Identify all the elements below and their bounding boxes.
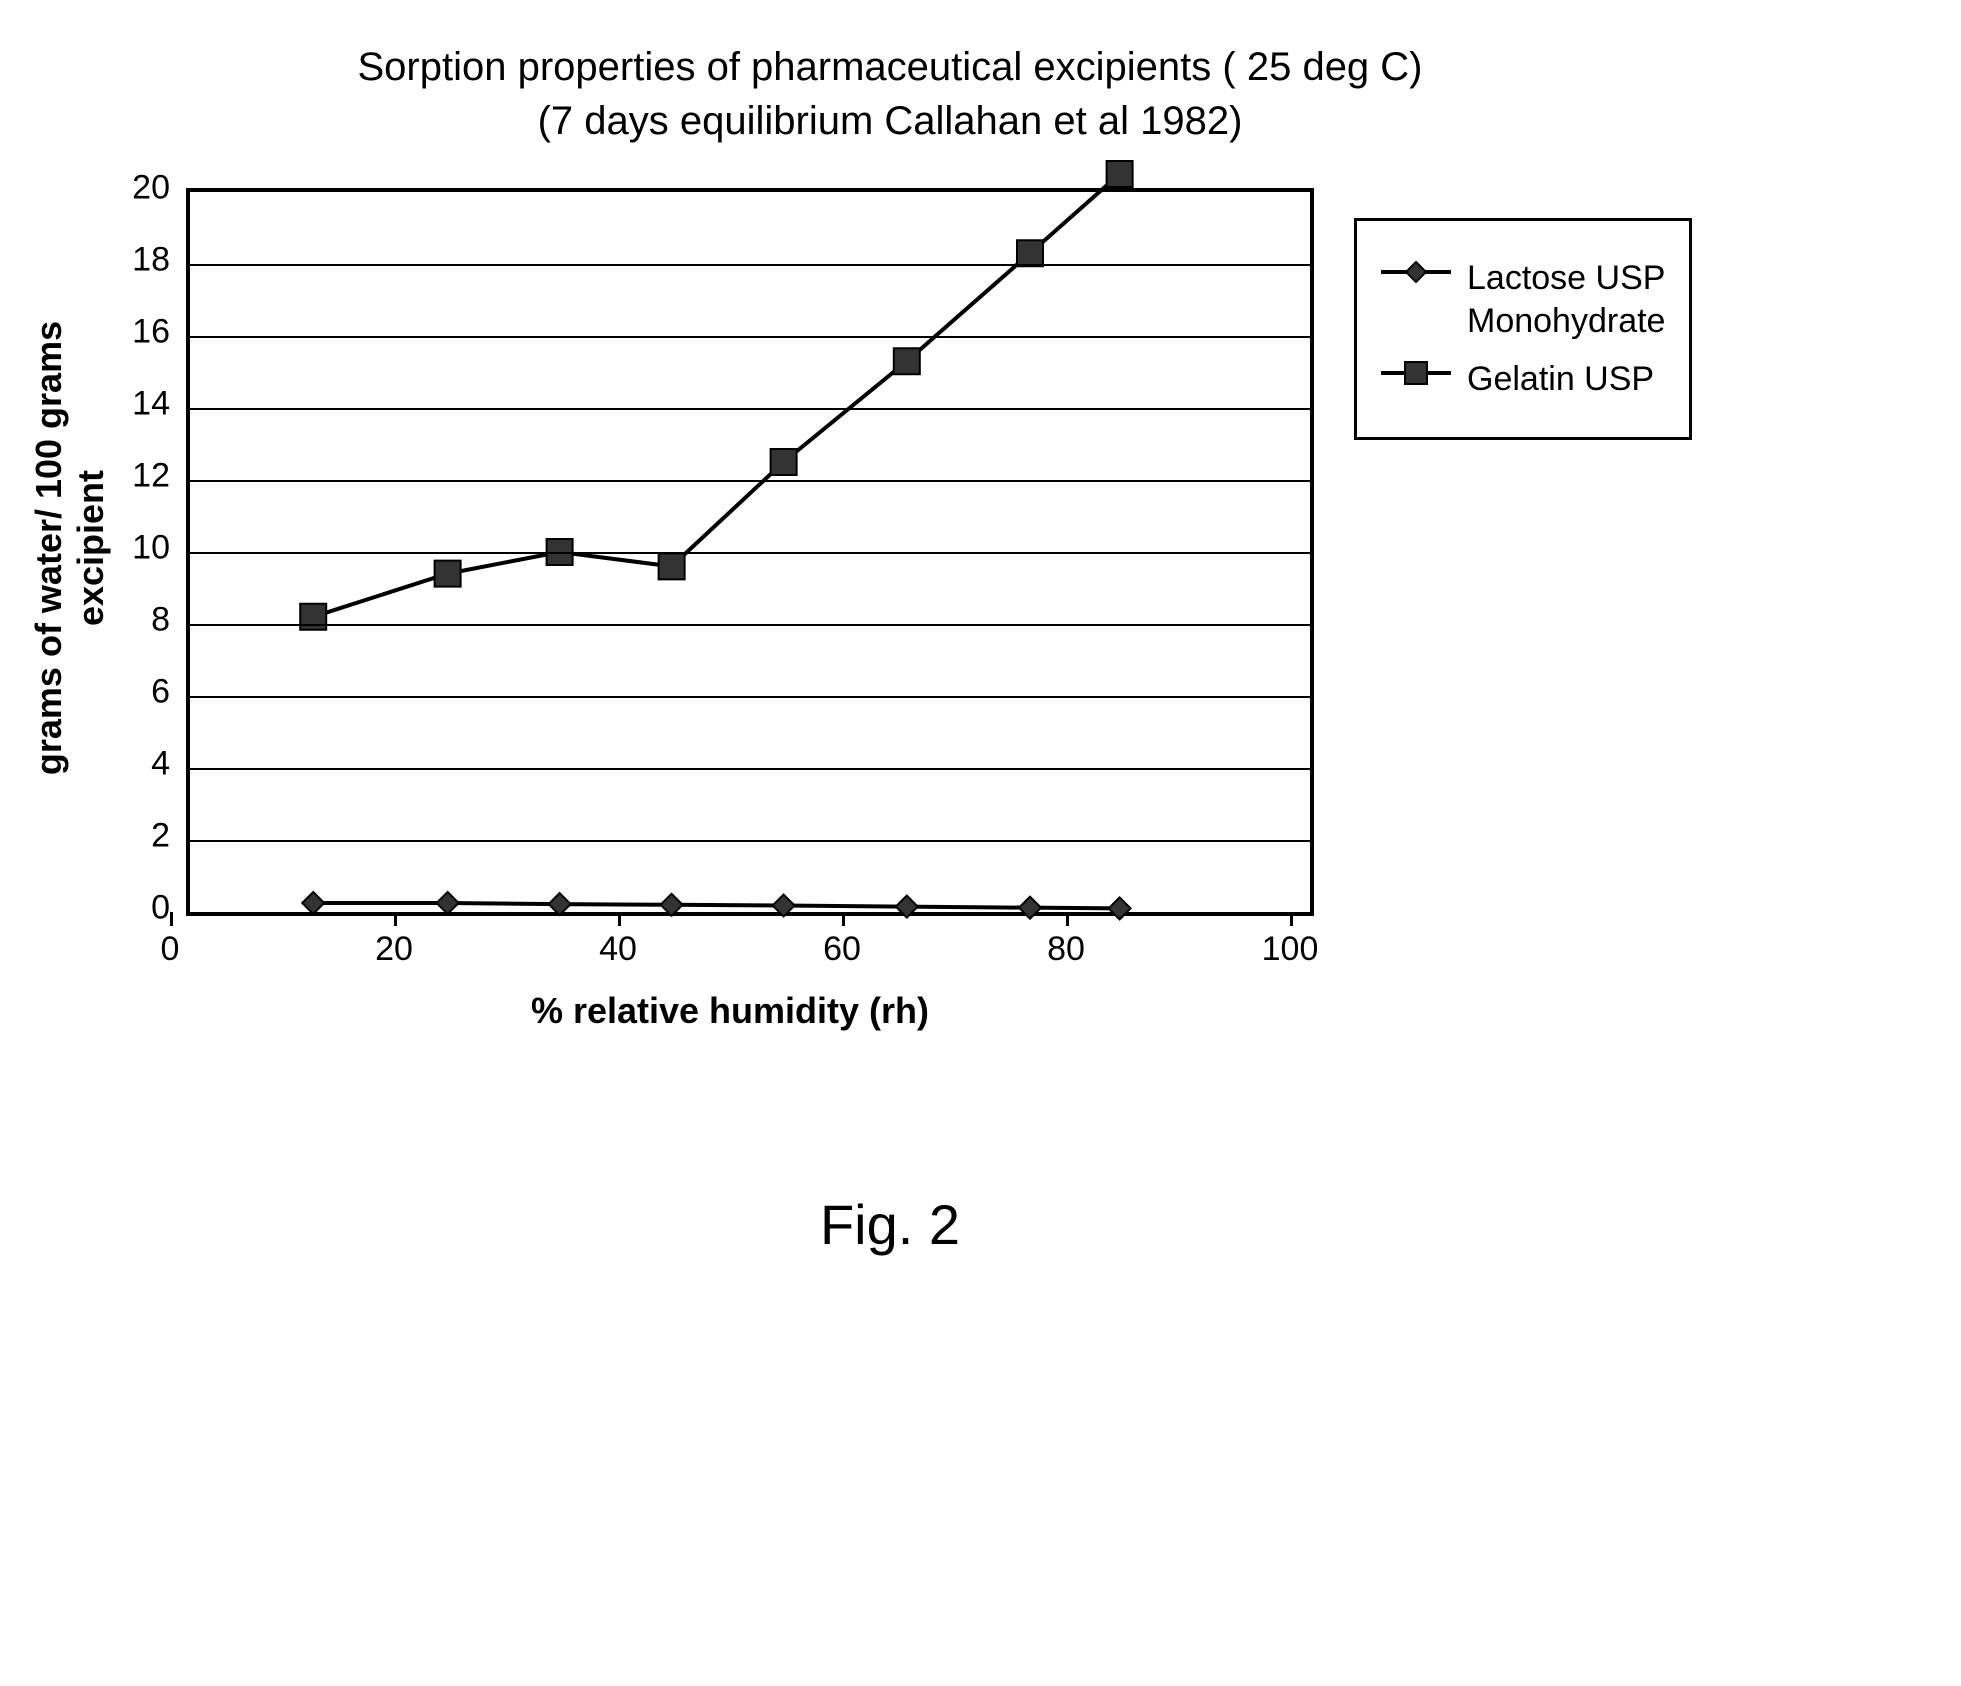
square-icon bbox=[1401, 358, 1431, 388]
page: Sorption properties of pharmaceutical ex… bbox=[40, 40, 1920, 1640]
x-tick-label: 40 bbox=[599, 930, 637, 969]
square-marker bbox=[771, 449, 797, 475]
plot-wrap: 02468101214161820 bbox=[100, 188, 1314, 916]
chart-row: grams of water/ 100 grams excipient 0 2 4 6… bbox=[40, 188, 1920, 1032]
x-tick-mark bbox=[170, 912, 173, 926]
x-tick-label: 20 bbox=[375, 930, 413, 969]
chart-title: Sorption properties of pharmaceutical ex… bbox=[140, 40, 1640, 148]
diamond-marker bbox=[773, 895, 795, 917]
diamond-icon bbox=[1401, 257, 1431, 287]
gridline bbox=[190, 480, 1310, 482]
diamond-marker bbox=[302, 892, 324, 914]
series-line bbox=[313, 174, 1119, 617]
y-tick-label: 12 bbox=[132, 457, 170, 496]
x-tick-mark bbox=[1066, 912, 1069, 926]
x-axis-ticks: 020406080100 bbox=[170, 916, 1298, 962]
y-tick-label: 4 bbox=[151, 745, 170, 784]
y-tick-label: 16 bbox=[132, 313, 170, 352]
y-tick-label: 0 bbox=[151, 889, 170, 928]
legend-swatch bbox=[1381, 358, 1451, 388]
square-marker bbox=[894, 348, 920, 374]
square-marker bbox=[1107, 161, 1133, 187]
y-tick-label: 10 bbox=[132, 529, 170, 568]
y-tick-label: 8 bbox=[151, 601, 170, 640]
x-tick-label: 100 bbox=[1262, 930, 1319, 969]
gridline bbox=[190, 768, 1310, 770]
y-axis-ticks: 02468101214161820 bbox=[100, 188, 186, 908]
x-axis-label: % relative humidity (rh) bbox=[170, 990, 1290, 1032]
x-tick-label: 60 bbox=[823, 930, 861, 969]
series-line bbox=[313, 903, 1119, 908]
diamond-marker bbox=[437, 892, 459, 914]
chart-title-line2: (7 days equilibrium Callahan et al 1982) bbox=[140, 94, 1640, 148]
plot-area bbox=[186, 188, 1314, 916]
diamond-marker bbox=[661, 894, 683, 916]
y-axis-label-line1: grams of water/ 100 grams bbox=[28, 321, 69, 775]
legend-item: Lactose USPMonohydrate bbox=[1381, 257, 1665, 342]
gridline bbox=[190, 696, 1310, 698]
legend: Lactose USPMonohydrate Gelatin USP bbox=[1354, 218, 1692, 440]
gridline bbox=[190, 408, 1310, 410]
square-marker bbox=[1017, 240, 1043, 266]
square-marker bbox=[435, 561, 461, 587]
y-tick-label: 20 bbox=[132, 169, 170, 208]
legend-swatch bbox=[1381, 257, 1451, 287]
gridline bbox=[190, 840, 1310, 842]
x-tick-label: 0 bbox=[161, 930, 180, 969]
square-marker bbox=[659, 553, 685, 579]
x-tick-label: 80 bbox=[1047, 930, 1085, 969]
x-tick-mark bbox=[618, 912, 621, 926]
y-axis-label-wrap: grams of water/ 100 grams excipient bbox=[40, 188, 100, 908]
gridline bbox=[190, 264, 1310, 266]
y-tick-label: 14 bbox=[132, 385, 170, 424]
x-tick-mark bbox=[1290, 912, 1293, 926]
chart-column: 0 2 4 6 8 10 12 14 16 18 20 020406080100 % relativ… bbox=[100, 188, 1314, 1032]
y-tick-label: 18 bbox=[132, 241, 170, 280]
diamond-marker bbox=[549, 893, 571, 915]
gridline bbox=[190, 624, 1310, 626]
x-tick-mark bbox=[842, 912, 845, 926]
chart-title-line1: Sorption properties of pharmaceutical ex… bbox=[140, 40, 1640, 94]
figure-caption: Fig. 2 bbox=[140, 1192, 1640, 1257]
gridline bbox=[190, 552, 1310, 554]
y-tick-label: 2 bbox=[151, 817, 170, 856]
legend-label: Lactose USPMonohydrate bbox=[1467, 257, 1665, 342]
diamond-marker bbox=[896, 896, 918, 918]
x-tick-mark bbox=[394, 912, 397, 926]
legend-item: Gelatin USP bbox=[1381, 358, 1665, 401]
legend-label: Gelatin USP bbox=[1467, 358, 1654, 401]
y-tick-label: 6 bbox=[151, 673, 170, 712]
gridline bbox=[190, 336, 1310, 338]
